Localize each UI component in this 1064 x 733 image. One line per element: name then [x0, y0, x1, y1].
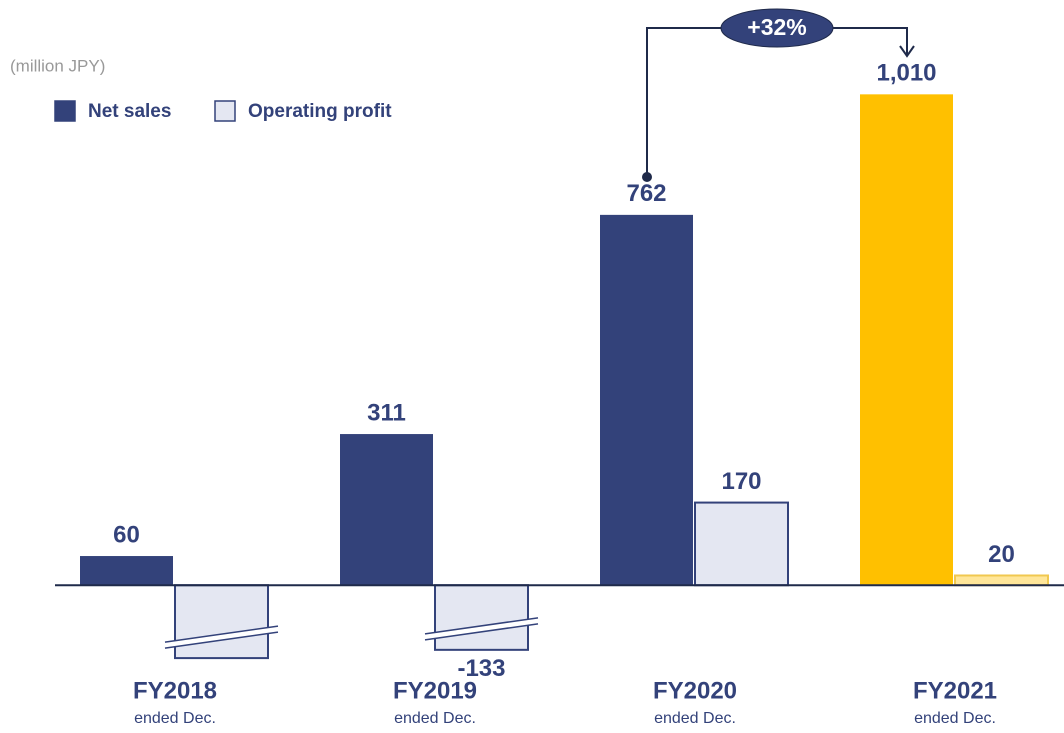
bar [694, 501, 789, 587]
bar [600, 214, 693, 586]
bar [340, 434, 433, 586]
break-mark [165, 626, 278, 649]
value-label: 762 [626, 180, 666, 207]
value-label: 60 [113, 521, 140, 548]
annotation-badge [720, 8, 834, 48]
break-mark [425, 617, 538, 640]
value-label: -133 [457, 655, 505, 682]
annotation-text: +32% [747, 14, 806, 40]
break-line [424, 623, 539, 641]
x-tick-label: FY2021 [913, 677, 997, 704]
break-line [424, 617, 539, 635]
bar [954, 574, 1049, 587]
x-tick-note: ended Dec. [394, 710, 476, 727]
bar [174, 584, 269, 660]
legend-swatch [54, 100, 76, 122]
unit-label: (million JPY) [10, 56, 105, 75]
x-tick-label: FY2019 [393, 677, 477, 704]
legend-label: Operating profit [248, 101, 392, 122]
bar [80, 556, 173, 586]
annotation-line [832, 27, 908, 55]
x-tick-note: ended Dec. [654, 710, 736, 727]
x-tick-note: ended Dec. [914, 710, 996, 727]
annotation-line [646, 27, 722, 177]
x-tick-note: ended Dec. [134, 710, 216, 727]
value-label: 311 [367, 399, 406, 426]
bar [860, 94, 953, 586]
legend-label: Net sales [88, 101, 171, 122]
legend-swatch [214, 100, 236, 122]
break-line [164, 631, 279, 649]
break-line [164, 625, 279, 643]
x-tick-label: FY2018 [133, 677, 217, 704]
bar [434, 584, 529, 651]
annotation: +32% [642, 8, 915, 182]
annotation-arrowhead [899, 45, 915, 58]
value-label: 20 [988, 541, 1015, 568]
x-tick-label: FY2020 [653, 677, 737, 704]
value-label: 1,010 [876, 60, 936, 87]
value-label: 170 [721, 468, 761, 495]
